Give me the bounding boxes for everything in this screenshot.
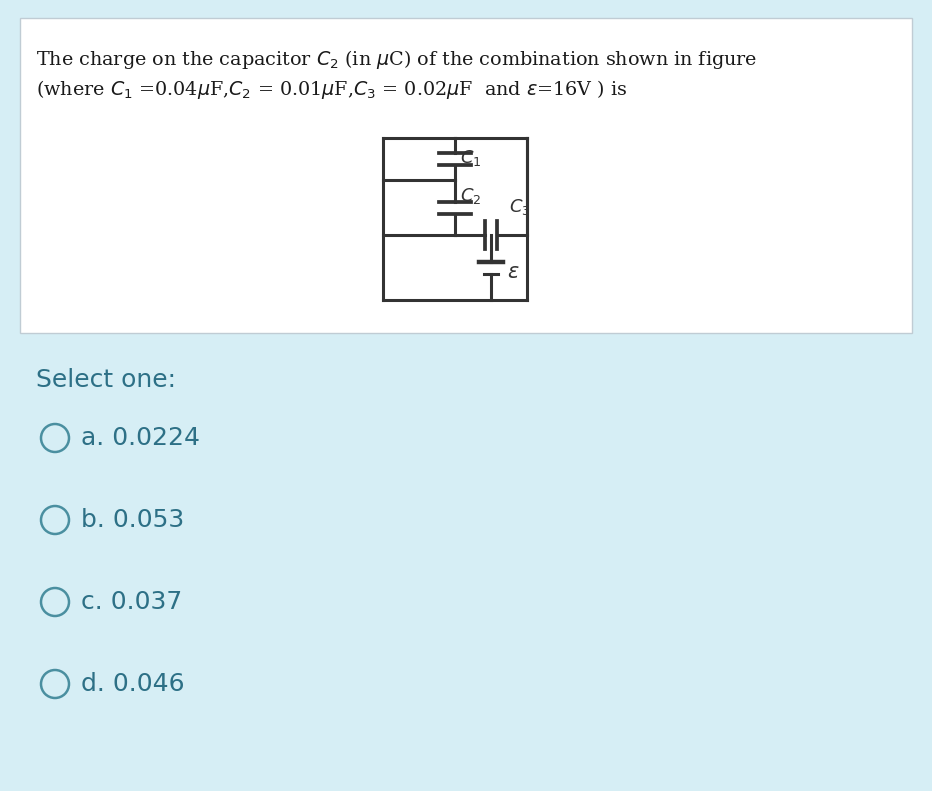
Text: (where $C_1$ =0.04$\mu$F,$C_2$ = 0.01$\mu$F,$C_3$ = 0.02$\mu$F  and $\varepsilon: (where $C_1$ =0.04$\mu$F,$C_2$ = 0.01$\m…: [36, 78, 627, 101]
FancyBboxPatch shape: [20, 18, 912, 333]
Text: $C_1$: $C_1$: [460, 148, 482, 168]
Text: d. 0.046: d. 0.046: [81, 672, 185, 696]
Text: $\varepsilon$: $\varepsilon$: [507, 263, 519, 282]
Text: $C_2$: $C_2$: [460, 187, 481, 206]
Text: $C_3$: $C_3$: [509, 197, 530, 217]
Text: b. 0.053: b. 0.053: [81, 508, 185, 532]
Text: a. 0.0224: a. 0.0224: [81, 426, 200, 450]
Text: Select one:: Select one:: [36, 368, 176, 392]
Text: c. 0.037: c. 0.037: [81, 590, 183, 614]
Text: The charge on the capacitor $C_2$ (in $\mu$C) of the combination shown in figure: The charge on the capacitor $C_2$ (in $\…: [36, 48, 757, 71]
